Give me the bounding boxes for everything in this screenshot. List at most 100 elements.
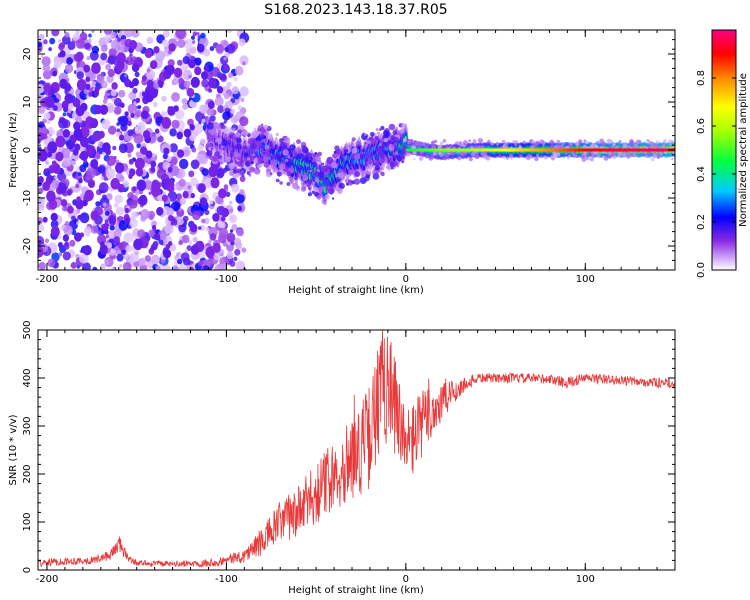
heatmap-cell xyxy=(546,148,549,152)
heatmap-cell xyxy=(286,171,292,177)
heatmap-cell xyxy=(107,68,116,78)
heatmap-cell xyxy=(596,148,598,152)
heatmap-cell xyxy=(436,148,438,152)
heatmap-cell xyxy=(229,214,238,224)
heatmap-cell xyxy=(508,148,510,152)
heatmap-cell xyxy=(286,182,291,186)
heatmap-cell xyxy=(199,155,208,165)
heatmap-cell xyxy=(454,148,456,152)
x-tick-label: -100 xyxy=(215,574,238,585)
heatmap-cell xyxy=(38,149,48,162)
heatmap-cell xyxy=(514,142,518,146)
heatmap-cell xyxy=(591,152,596,157)
heatmap-cells xyxy=(38,30,675,270)
heatmap-cell xyxy=(64,220,70,227)
heatmap-cell xyxy=(178,240,183,246)
heatmap-cell xyxy=(301,144,307,151)
heatmap-cell xyxy=(224,119,228,123)
heatmap-cell xyxy=(274,162,278,166)
heatmap-cell xyxy=(182,190,189,199)
heatmap-cell xyxy=(125,244,133,253)
heatmap-cell xyxy=(596,140,600,144)
heatmap-cell xyxy=(477,138,483,143)
heatmap-cell xyxy=(226,30,233,34)
heatmap-cell xyxy=(401,122,405,127)
heatmap-cell xyxy=(209,233,217,241)
heatmap-cell xyxy=(324,194,330,200)
heatmap-cell xyxy=(668,139,671,142)
heatmap-cell xyxy=(311,190,315,195)
heatmap-cell xyxy=(242,61,246,66)
heatmap-cell xyxy=(424,145,429,150)
heatmap-cell xyxy=(403,145,407,149)
heatmap-cell xyxy=(553,148,555,152)
heatmap-cell xyxy=(262,151,266,155)
heatmap-cell xyxy=(623,148,625,152)
heatmap-cell xyxy=(642,148,645,152)
heatmap-cell xyxy=(539,148,541,152)
heatmap-cell xyxy=(154,233,161,241)
heatmap-cell xyxy=(43,168,49,174)
heatmap-cell xyxy=(282,149,289,156)
heatmap-cell xyxy=(644,148,647,152)
heatmap-cell xyxy=(461,153,466,157)
heatmap-cell xyxy=(563,148,565,152)
heatmap-cell xyxy=(627,146,630,149)
heatmap-cell xyxy=(479,148,481,152)
heatmap-cell xyxy=(269,148,275,154)
heatmap-cell xyxy=(110,178,120,190)
heatmap-cell xyxy=(151,152,156,158)
heatmap-cell xyxy=(640,148,642,152)
heatmap-cell xyxy=(116,253,124,262)
heatmap-cell xyxy=(323,199,326,202)
heatmap-cell xyxy=(621,148,623,152)
heatmap-cell xyxy=(378,142,383,147)
heatmap-cell xyxy=(296,139,301,145)
heatmap-cell xyxy=(102,194,107,200)
heatmap-cell xyxy=(100,71,105,76)
heatmap-cell xyxy=(223,64,229,71)
heatmap-cell xyxy=(71,215,76,221)
heatmap-cell xyxy=(594,144,599,148)
heatmap-cell xyxy=(85,83,91,90)
heatmap-cell xyxy=(551,148,553,152)
heatmap-cell xyxy=(311,168,315,172)
heatmap-cell xyxy=(255,140,262,147)
heatmap-cell xyxy=(353,153,361,160)
heatmap-cell xyxy=(449,151,453,154)
heatmap-cell xyxy=(536,148,538,152)
heatmap-cell xyxy=(531,148,534,152)
heatmap-cell xyxy=(118,89,126,98)
heatmap-cell xyxy=(490,141,495,146)
heatmap-cell xyxy=(74,143,81,152)
heatmap-cell xyxy=(409,138,414,143)
heatmap-cell xyxy=(557,148,560,152)
heatmap-cell xyxy=(358,162,361,165)
heatmap-cell xyxy=(38,83,45,94)
heatmap-cell xyxy=(75,199,84,210)
heatmap-cell xyxy=(168,241,173,247)
heatmap-cell xyxy=(158,81,163,87)
heatmap-cell xyxy=(522,140,526,144)
heatmap-cell xyxy=(220,145,224,149)
heatmap-cell xyxy=(657,148,660,152)
heatmap-cell xyxy=(101,223,109,232)
heatmap-cell xyxy=(663,148,665,152)
heatmap-cell xyxy=(339,185,343,189)
heatmap-cell xyxy=(69,239,76,247)
heatmap-cell xyxy=(182,56,190,65)
heatmap-xlabel: Height of straight line (km) xyxy=(288,285,424,296)
heatmap-cell xyxy=(625,148,627,152)
heatmap-cell xyxy=(121,249,126,255)
heatmap-cell xyxy=(104,146,110,154)
heatmap-cell xyxy=(589,157,594,162)
heatmap-cell xyxy=(233,169,238,174)
heatmap-cell xyxy=(150,245,155,252)
y-tick-label: -10 xyxy=(22,190,33,206)
heatmap-cell xyxy=(442,156,447,161)
heatmap-cell xyxy=(100,176,104,181)
heatmap-cell xyxy=(638,148,640,152)
heatmap-cell xyxy=(522,148,524,152)
heatmap-cell xyxy=(275,178,280,183)
heatmap-cell xyxy=(166,207,175,217)
